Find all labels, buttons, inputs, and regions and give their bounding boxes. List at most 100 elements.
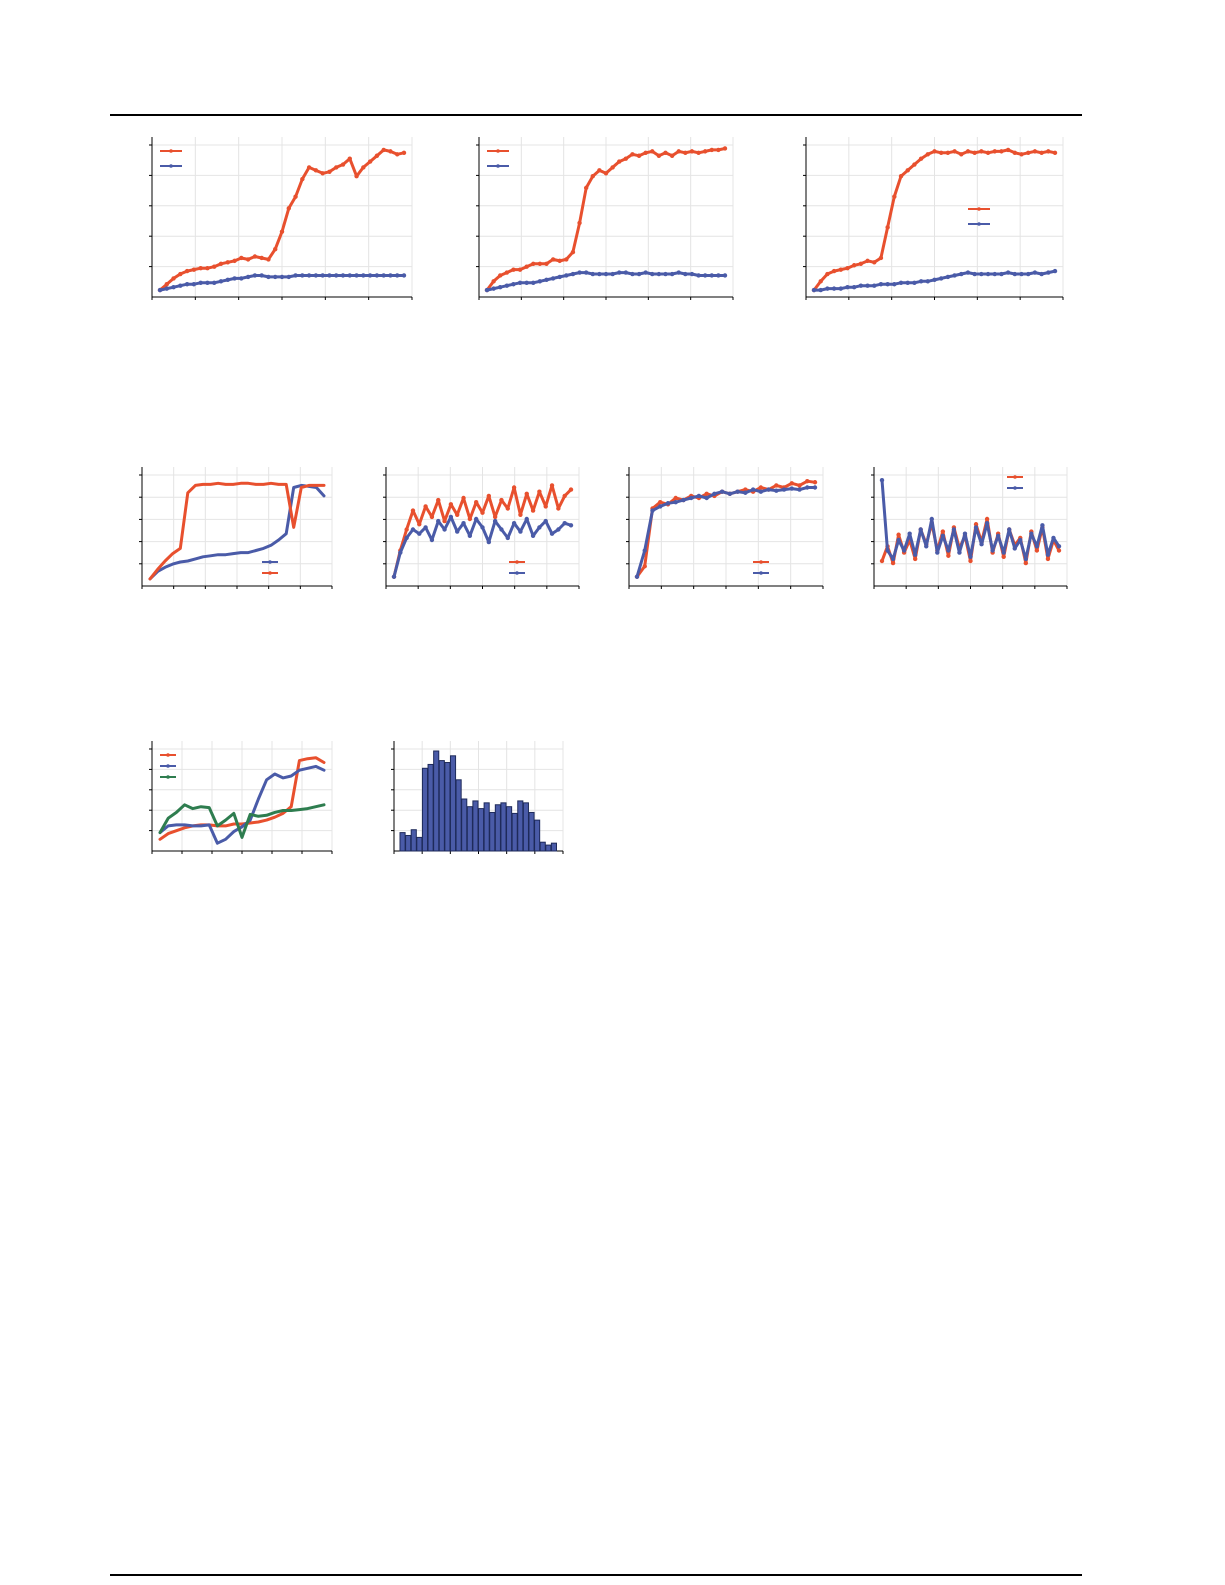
series-point-red	[590, 174, 595, 179]
series-point-blue	[1034, 544, 1040, 549]
series-point-blue	[293, 273, 298, 278]
histogram-bar	[399, 832, 406, 852]
series-point-red	[436, 497, 441, 503]
series-point-blue	[838, 286, 843, 291]
histogram-bar	[472, 800, 479, 852]
series-point-red	[1039, 150, 1044, 156]
series-point-blue	[564, 273, 569, 278]
series-point-blue	[1023, 556, 1029, 562]
series-point-blue	[557, 274, 562, 280]
series-point-blue	[716, 273, 721, 278]
series-point-red	[696, 150, 701, 156]
series-point-red	[259, 255, 264, 261]
series-point-red	[505, 506, 510, 511]
legend-marker-red	[1013, 475, 1017, 479]
series-point-red	[1056, 548, 1062, 553]
series-point-blue	[367, 273, 373, 278]
series-point-blue	[634, 574, 640, 579]
series-point-red	[367, 159, 373, 164]
series-point-red	[959, 152, 964, 157]
series-point-red	[549, 483, 555, 488]
series-point-red	[504, 270, 510, 275]
chart-6	[626, 467, 824, 589]
series-point-blue	[990, 548, 995, 553]
series-point-blue	[907, 531, 912, 536]
series-point-red	[1046, 149, 1051, 154]
series-point-blue	[999, 271, 1004, 277]
series-point-red	[709, 147, 714, 153]
series-point-blue	[511, 282, 516, 287]
series-point-red	[388, 149, 393, 154]
series-point-blue	[918, 279, 924, 284]
series-point-red	[279, 229, 285, 234]
series-point-blue	[689, 271, 695, 277]
series-point-blue	[896, 537, 901, 543]
series-point-blue	[461, 521, 466, 526]
series-point-red	[198, 265, 203, 271]
series-point-blue	[995, 533, 1001, 538]
series-point-blue	[811, 287, 817, 293]
series-point-red	[480, 510, 485, 515]
series-point-red	[965, 149, 971, 154]
series-point-red	[945, 150, 951, 156]
series-point-blue	[630, 271, 635, 277]
series-point-red	[448, 502, 454, 507]
series-point-red	[979, 149, 984, 154]
series-point-blue	[940, 533, 946, 538]
series-point-red	[245, 257, 251, 262]
series-point-blue	[985, 271, 991, 277]
series-point-blue	[570, 271, 576, 277]
series-point-red	[524, 491, 529, 496]
series-point-red	[492, 514, 498, 520]
series-point-blue	[623, 270, 629, 275]
series-point-red	[630, 152, 635, 157]
series-point-red	[347, 156, 352, 161]
series-point-red	[518, 512, 523, 517]
series-point-blue	[851, 284, 857, 290]
series-point-blue	[404, 535, 409, 541]
series-point-red	[805, 479, 810, 484]
series-point-blue	[702, 273, 708, 278]
series-point-red	[676, 149, 681, 154]
series-point-blue	[845, 284, 850, 290]
series-point-red	[898, 174, 904, 179]
legend-marker-blue	[515, 571, 519, 575]
series-point-red	[1005, 147, 1011, 153]
series-point-blue	[157, 287, 163, 293]
series-point-red	[984, 516, 990, 522]
series-point-blue	[550, 276, 556, 281]
series-point-blue	[498, 284, 503, 290]
series-point-red	[524, 264, 529, 269]
series-point-blue	[273, 274, 278, 280]
series-point-red	[570, 249, 576, 255]
chart-2	[476, 137, 734, 300]
series-point-red	[845, 265, 850, 271]
series-point-red	[968, 558, 973, 564]
series-point-blue	[473, 516, 479, 522]
series-point-blue	[912, 552, 918, 557]
series-point-red	[381, 147, 386, 153]
series-point-red	[511, 267, 516, 272]
series-point-blue	[279, 274, 285, 280]
series-point-blue	[395, 273, 400, 278]
series-point-blue	[205, 280, 210, 285]
series-point-red	[952, 149, 957, 154]
series-point-blue	[436, 518, 441, 524]
series-point-blue	[374, 273, 380, 278]
legend-marker-blue	[166, 764, 170, 768]
series-point-blue	[665, 501, 671, 506]
series-point-red	[743, 487, 748, 492]
histogram-bar	[511, 812, 518, 852]
series-point-blue	[504, 283, 510, 288]
series-point-red	[885, 225, 890, 230]
histogram-bar	[427, 763, 434, 852]
series-point-blue	[191, 282, 197, 287]
series-point-red	[404, 527, 409, 532]
series-point-blue	[962, 531, 968, 536]
series-point-blue	[890, 556, 896, 562]
series-point-blue	[398, 550, 403, 555]
series-point-blue	[198, 280, 203, 285]
series-point-blue	[266, 274, 271, 280]
chart-8	[149, 741, 333, 854]
series-point-blue	[901, 548, 907, 553]
